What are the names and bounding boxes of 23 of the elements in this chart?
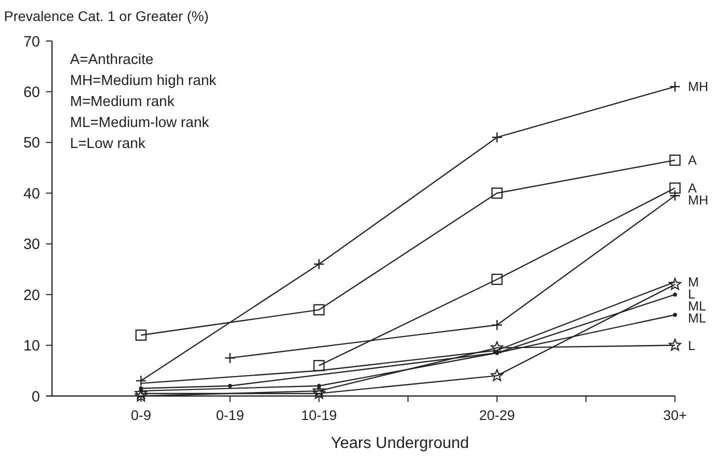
y-tick-label: 0 bbox=[32, 388, 40, 406]
annotation: A=Anthracite bbox=[70, 52, 154, 68]
x-tick-label: 20-29 bbox=[479, 407, 516, 423]
y-axis-title: Prevalence Cat. 1 or Greater (%) bbox=[4, 8, 209, 24]
y-tick-label: 50 bbox=[23, 134, 40, 152]
series-label: L bbox=[688, 338, 696, 353]
x-tick-label: 0-19 bbox=[216, 407, 244, 423]
annotation: ML=Medium-low rank bbox=[70, 115, 210, 131]
y-tick-label: 20 bbox=[23, 286, 40, 304]
x-tick-label: 30+ bbox=[663, 407, 687, 423]
y-tick-label: 70 bbox=[23, 33, 40, 50]
x-tick-label: 0-9 bbox=[130, 407, 152, 423]
annotation: M=Medium rank bbox=[70, 94, 176, 110]
series-label: MH bbox=[688, 79, 708, 94]
y-tick-label: 30 bbox=[23, 236, 40, 254]
x-tick-label: 10-19 bbox=[301, 407, 338, 423]
series-label: A bbox=[688, 152, 697, 168]
y-tick-label: 60 bbox=[23, 84, 40, 101]
x-axis-title: Years Underground bbox=[330, 435, 470, 452]
y-tick-label: 40 bbox=[23, 185, 40, 202]
annotation: L=Low rank bbox=[70, 136, 146, 152]
annotation: MH=Medium high rank bbox=[70, 73, 218, 89]
y-tick-label: 10 bbox=[23, 338, 40, 355]
